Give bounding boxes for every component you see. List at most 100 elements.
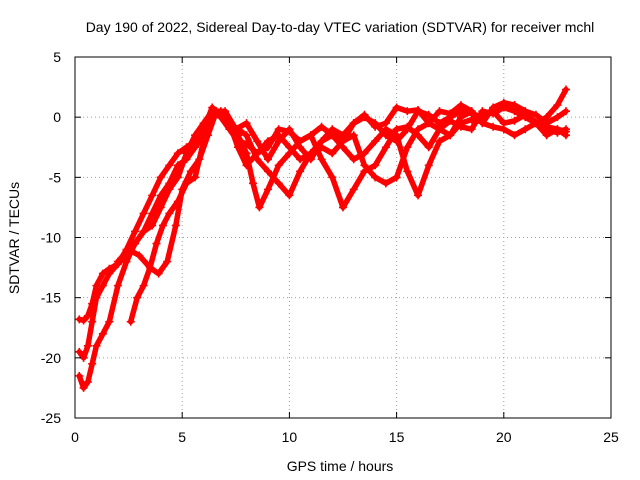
data-point-marker — [510, 107, 519, 116]
y-tick-label: 5 — [53, 49, 61, 65]
data-point-marker — [542, 125, 551, 134]
data-point-marker — [521, 125, 530, 134]
x-axis-label: GPS time / hours — [287, 458, 394, 474]
data-point-marker — [98, 281, 107, 290]
data-point-marker — [79, 383, 88, 392]
data-point-marker — [75, 315, 84, 324]
data-point-marker — [456, 107, 465, 116]
data-point-marker — [203, 131, 212, 140]
data-point-marker — [274, 161, 283, 170]
data-point-marker — [328, 125, 337, 134]
data-point-marker — [191, 131, 200, 140]
data-point-marker — [349, 155, 358, 164]
data-point-marker — [131, 239, 140, 248]
data-point-marker — [242, 161, 251, 170]
data-point-marker — [113, 281, 122, 290]
data-point-marker — [171, 221, 180, 230]
data-point-marker — [165, 209, 174, 218]
y-tick-label: -15 — [41, 290, 61, 306]
data-point-marker — [435, 119, 444, 128]
data-point-marker — [339, 203, 347, 212]
data-point-marker — [371, 173, 380, 182]
data-point-marker — [381, 131, 390, 140]
data-point-marker — [521, 113, 530, 122]
data-point-marker — [317, 122, 326, 131]
data-point-marker — [424, 110, 433, 119]
y-tick-label: -25 — [41, 410, 61, 426]
data-point-marker — [499, 125, 508, 134]
data-point-marker — [263, 185, 272, 194]
data-point-marker — [146, 263, 155, 272]
data-point-marker — [135, 251, 144, 260]
data-point-marker — [263, 155, 272, 164]
data-point-marker — [392, 103, 401, 112]
chart-title: Day 190 of 2022, Sidereal Day-to-day VTE… — [86, 19, 595, 35]
x-tick-label: 15 — [389, 429, 405, 445]
x-tick-label: 20 — [496, 429, 512, 445]
data-point-marker — [446, 131, 455, 140]
data-point-marker — [510, 131, 519, 140]
data-point-marker — [173, 173, 182, 182]
data-point-marker — [381, 143, 390, 152]
y-tick-label: -5 — [49, 169, 62, 185]
x-tick-label: 5 — [178, 429, 186, 445]
data-point-marker — [178, 185, 187, 194]
data-point-marker — [148, 191, 157, 200]
data-point-marker — [553, 113, 562, 122]
data-point-marker — [317, 155, 326, 164]
data-point-marker — [242, 149, 251, 158]
data-point-marker — [152, 239, 161, 248]
series-track-5 — [113, 103, 570, 278]
x-tick-label: 0 — [71, 429, 79, 445]
data-point-marker — [349, 119, 358, 128]
data-point-marker — [122, 257, 131, 266]
data-point-marker — [371, 119, 380, 128]
data-point-marker — [339, 143, 347, 152]
data-point-marker — [360, 149, 369, 158]
data-point-marker — [306, 155, 315, 164]
data-point-marker — [165, 161, 174, 170]
data-point-marker — [163, 257, 172, 266]
data-point-marker — [75, 347, 84, 356]
data-point-marker — [263, 167, 272, 176]
data-point-marker — [328, 149, 337, 158]
data-point-marker — [349, 131, 358, 140]
data-point-marker — [392, 173, 401, 182]
data-point-marker — [75, 371, 84, 380]
data-point-marker — [212, 107, 221, 116]
data-point-marker — [553, 128, 562, 137]
x-tick-label: 25 — [603, 429, 619, 445]
data-point-marker — [105, 269, 114, 278]
grid — [75, 57, 611, 418]
data-point-marker — [435, 107, 444, 116]
data-point-marker — [296, 143, 305, 152]
data-point-marker — [253, 149, 262, 158]
data-point-marker — [510, 116, 519, 125]
data-point-marker — [105, 317, 114, 326]
data-point-marker — [328, 173, 337, 182]
y-tick-label: 0 — [53, 109, 61, 125]
data-point-marker — [561, 107, 570, 116]
data-point-marker — [139, 227, 148, 236]
data-point-marker — [561, 85, 570, 94]
data-point-marker — [92, 341, 101, 350]
data-point-marker — [156, 173, 165, 182]
data-point-marker — [360, 161, 369, 170]
data-point-marker — [173, 149, 182, 158]
data-point-marker — [414, 107, 423, 116]
data-point-marker — [553, 101, 562, 110]
data-point-marker — [88, 359, 97, 368]
data-point-marker — [191, 173, 200, 182]
data-point-marker — [435, 137, 444, 146]
data-point-marker — [131, 227, 140, 236]
y-tick-label: -10 — [41, 230, 61, 246]
series-track-1 — [75, 85, 570, 325]
data-point-marker — [339, 131, 347, 140]
data-point-marker — [285, 191, 294, 200]
data-point-marker — [221, 107, 230, 116]
data-point-marker — [148, 209, 157, 218]
data-point-marker — [296, 155, 305, 164]
data-point-marker — [199, 119, 208, 128]
x-tick-label: 10 — [282, 429, 298, 445]
